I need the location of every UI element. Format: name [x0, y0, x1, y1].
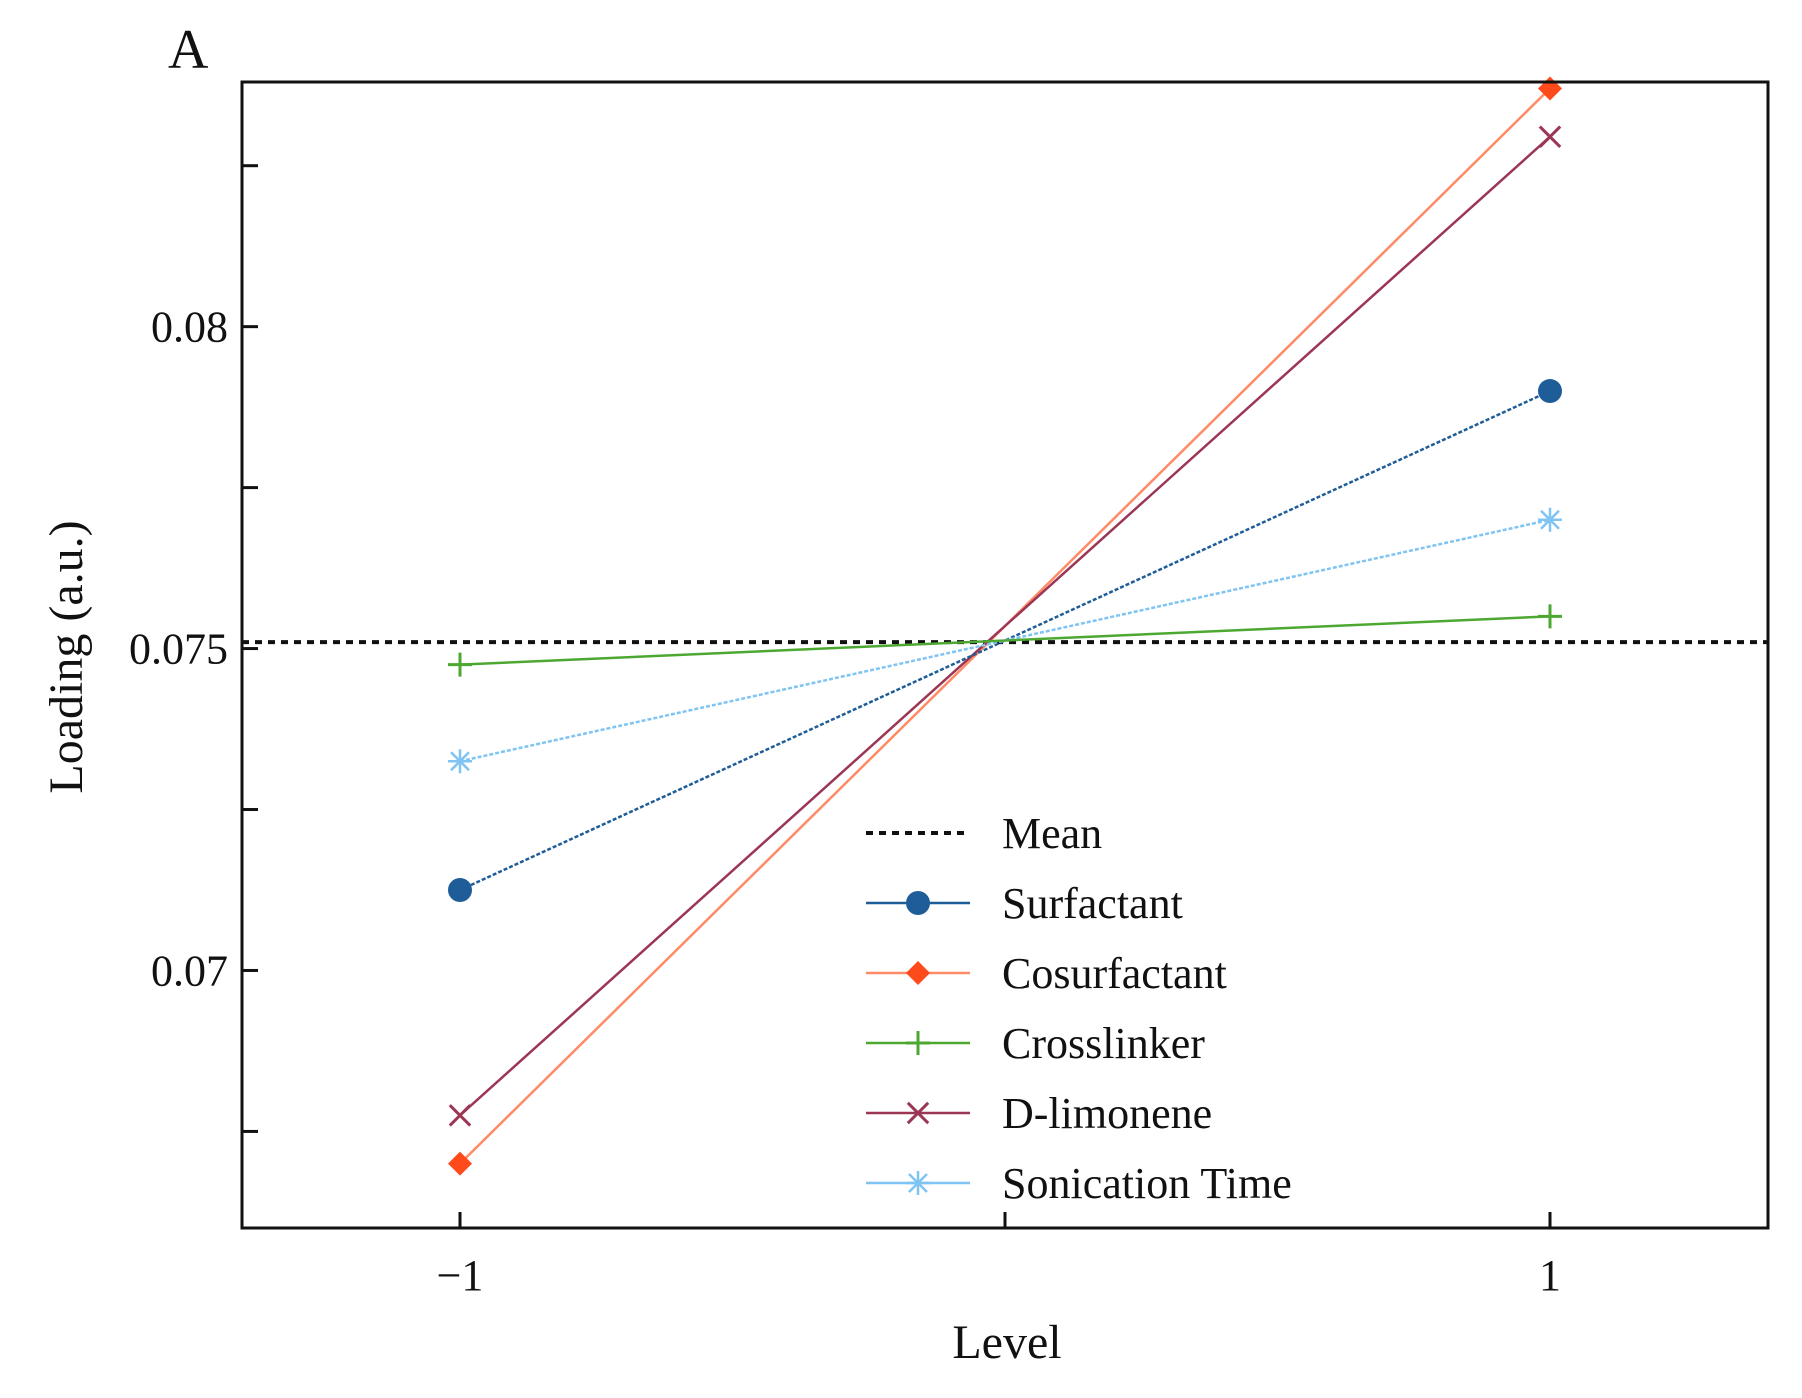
legend-label: D-limonene	[1002, 1089, 1212, 1138]
data-point-crosslinker	[448, 652, 472, 677]
x-axis-title: Level	[952, 1316, 1061, 1369]
legend-label: Sonication Time	[1002, 1159, 1292, 1208]
data-point-surfactant-shape	[448, 877, 472, 902]
data-point-d-limonene-shape	[448, 1104, 472, 1127]
y-axis-ticks: 0.07 0.075 0.08	[129, 164, 258, 1133]
data-point-cosurfactant	[448, 1151, 472, 1176]
legend: Mean Surfactant Cosurfactant Crosslinker D-l…	[866, 809, 1292, 1208]
data-point-sonication-time	[448, 749, 472, 774]
y-tick-label: 0.08	[151, 303, 228, 352]
legend-label: Mean	[1002, 809, 1102, 858]
x-axis-ticks: −1 1	[437, 1212, 1561, 1300]
data-point-d-limonene	[1538, 125, 1562, 148]
plot-frame	[240, 80, 1770, 1230]
plot-markers	[448, 76, 1562, 1176]
legend-marker	[906, 961, 930, 985]
plot-lines	[242, 87, 1768, 1165]
x-tick-label: 1	[1539, 1251, 1561, 1300]
data-point-surfactant	[448, 877, 472, 902]
data-point-d-limonene	[448, 1104, 472, 1127]
legend-marker-shape	[906, 961, 930, 985]
x-tick-label: −1	[437, 1251, 484, 1300]
legend-item-d-limonene: D-limonene	[866, 1089, 1212, 1138]
legend-marker	[906, 1101, 930, 1125]
data-point-cosurfactant-shape	[448, 1151, 472, 1176]
legend-label: Cosurfactant	[1002, 949, 1227, 998]
y-tick-label: 0.07	[151, 946, 228, 995]
legend-marker	[906, 1031, 930, 1055]
data-point-crosslinker-shape	[1538, 604, 1562, 629]
legend-label: Crosslinker	[1002, 1019, 1205, 1068]
series-line-crosslinker	[459, 615, 1551, 666]
legend-item-cosurfactant: Cosurfactant	[866, 949, 1227, 998]
data-point-sonication-time	[1538, 507, 1562, 532]
legend-item-crosslinker: Crosslinker	[866, 1019, 1205, 1068]
legend-marker	[906, 1171, 930, 1195]
legend-item-sonication-time: Sonication Time	[866, 1159, 1292, 1208]
legend-marker-shape	[906, 1171, 930, 1195]
series-line-surfactant	[459, 389, 1551, 892]
data-point-crosslinker	[1538, 604, 1562, 629]
legend-marker-shape	[906, 891, 930, 915]
panel-label: A	[168, 19, 209, 81]
legend-label: Surfactant	[1002, 879, 1183, 928]
legend-item-surfactant: Surfactant	[866, 879, 1183, 928]
data-point-surfactant-shape	[1538, 379, 1562, 404]
data-point-surfactant	[1538, 379, 1562, 404]
legend-marker-shape	[906, 1101, 930, 1125]
y-tick-label: 0.075	[129, 625, 228, 674]
legend-marker-shape	[906, 1031, 930, 1055]
y-axis-title: Loading (a.u.)	[40, 520, 93, 793]
data-point-sonication-time-shape	[1538, 507, 1562, 532]
legend-marker	[906, 891, 930, 915]
data-point-crosslinker-shape	[448, 652, 472, 677]
series-line-d-limonene	[459, 135, 1551, 1117]
data-point-sonication-time-shape	[448, 749, 472, 774]
legend-item-mean: Mean	[866, 809, 1102, 858]
data-point-d-limonene-shape	[1538, 125, 1562, 148]
